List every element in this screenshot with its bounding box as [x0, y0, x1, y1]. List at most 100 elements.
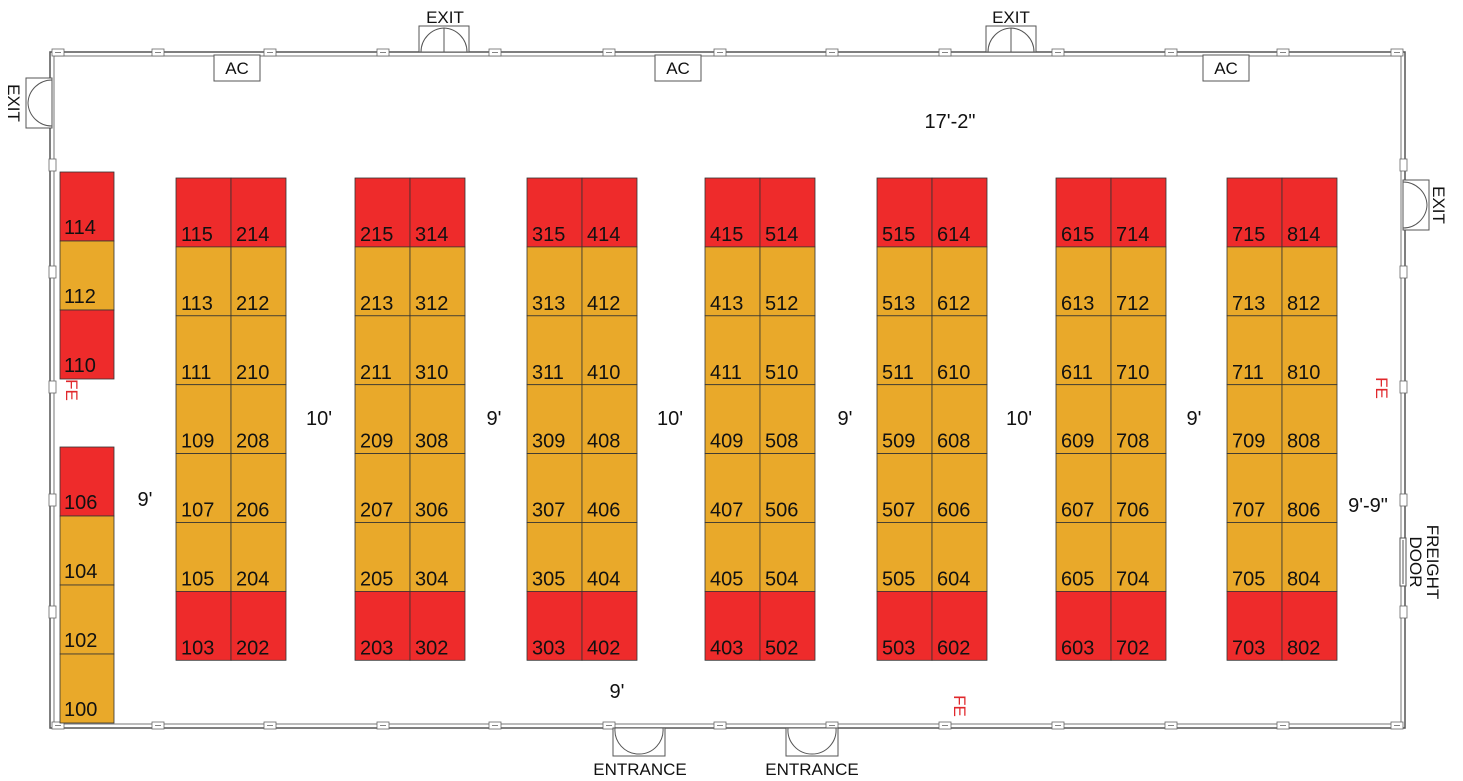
booth-tile[interactable] — [230, 246, 287, 317]
booth-tile[interactable] — [876, 246, 933, 317]
booth-tile[interactable] — [354, 246, 411, 317]
booth-tile[interactable] — [759, 453, 816, 523]
booth-409[interactable]: 409 — [704, 384, 761, 455]
booth-tile[interactable] — [1055, 384, 1112, 455]
booth-707[interactable]: 707 — [1226, 453, 1283, 523]
booth-415[interactable]: 415 — [704, 177, 761, 248]
booth-204[interactable]: 204 — [230, 522, 287, 592]
booth-210[interactable]: 210 — [230, 315, 287, 386]
booth-702[interactable]: 702 — [1110, 591, 1167, 661]
booth-tile[interactable] — [409, 522, 466, 592]
booth-104[interactable]: 104 — [59, 515, 115, 586]
booth-tile[interactable] — [581, 591, 638, 661]
booth-111[interactable]: 111 — [175, 315, 232, 386]
booth-115[interactable]: 115 — [175, 177, 232, 248]
booth-506[interactable]: 506 — [759, 453, 816, 523]
booth-tile[interactable] — [1055, 246, 1112, 317]
booth-405[interactable]: 405 — [704, 522, 761, 592]
booth-tile[interactable] — [1110, 315, 1167, 386]
booth-511[interactable]: 511 — [876, 315, 933, 386]
booth-tile[interactable] — [1226, 177, 1283, 248]
booth-tile[interactable] — [230, 384, 287, 455]
booth-711[interactable]: 711 — [1226, 315, 1283, 386]
booth-tile[interactable] — [1281, 384, 1338, 455]
booth-103[interactable]: 103 — [175, 591, 232, 661]
booth-606[interactable]: 606 — [931, 453, 988, 523]
booth-308[interactable]: 308 — [409, 384, 466, 455]
booth-tile[interactable] — [526, 384, 583, 455]
booth-tile[interactable] — [759, 177, 816, 248]
booth-102[interactable]: 102 — [59, 584, 115, 655]
booth-tile[interactable] — [1281, 177, 1338, 248]
booth-202[interactable]: 202 — [230, 591, 287, 661]
booth-508[interactable]: 508 — [759, 384, 816, 455]
booth-515[interactable]: 515 — [876, 177, 933, 248]
booth-814[interactable]: 814 — [1281, 177, 1338, 248]
booth-114[interactable]: 114 — [59, 171, 115, 242]
booth-tile[interactable] — [526, 453, 583, 523]
booth-207[interactable]: 207 — [354, 453, 411, 523]
freight-door[interactable] — [1399, 537, 1407, 587]
booth-tile[interactable] — [1281, 453, 1338, 523]
booth-410[interactable]: 410 — [581, 315, 638, 386]
left-exit-door[interactable] — [25, 77, 53, 129]
booth-tile[interactable] — [1055, 591, 1112, 661]
booth-213[interactable]: 213 — [354, 246, 411, 317]
booth-tile[interactable] — [1055, 453, 1112, 523]
booth-305[interactable]: 305 — [526, 522, 583, 592]
entrance-door-1[interactable] — [612, 727, 666, 757]
booth-tile[interactable] — [526, 522, 583, 592]
booth-312[interactable]: 312 — [409, 246, 466, 317]
booth-610[interactable]: 610 — [931, 315, 988, 386]
booth-tile[interactable] — [526, 177, 583, 248]
booth-206[interactable]: 206 — [230, 453, 287, 523]
booth-tile[interactable] — [175, 522, 232, 592]
booth-502[interactable]: 502 — [759, 591, 816, 661]
booth-314[interactable]: 314 — [409, 177, 466, 248]
booth-313[interactable]: 313 — [526, 246, 583, 317]
booth-705[interactable]: 705 — [1226, 522, 1283, 592]
booth-602[interactable]: 602 — [931, 591, 988, 661]
booth-107[interactable]: 107 — [175, 453, 232, 523]
booth-304[interactable]: 304 — [409, 522, 466, 592]
booth-706[interactable]: 706 — [1110, 453, 1167, 523]
booth-tile[interactable] — [931, 384, 988, 455]
booth-tile[interactable] — [59, 171, 115, 242]
booth-412[interactable]: 412 — [581, 246, 638, 317]
booth-tile[interactable] — [1110, 591, 1167, 661]
booth-tile[interactable] — [876, 177, 933, 248]
entrance-door-2[interactable] — [785, 727, 839, 757]
booth-tile[interactable] — [581, 522, 638, 592]
booth-403[interactable]: 403 — [704, 591, 761, 661]
booth-tile[interactable] — [759, 591, 816, 661]
booth-603[interactable]: 603 — [1055, 591, 1112, 661]
booth-507[interactable]: 507 — [876, 453, 933, 523]
booth-614[interactable]: 614 — [931, 177, 988, 248]
booth-503[interactable]: 503 — [876, 591, 933, 661]
booth-tile[interactable] — [526, 315, 583, 386]
booth-806[interactable]: 806 — [1281, 453, 1338, 523]
booth-tile[interactable] — [354, 177, 411, 248]
booth-tile[interactable] — [581, 384, 638, 455]
booth-tile[interactable] — [230, 522, 287, 592]
booth-106[interactable]: 106 — [59, 446, 115, 517]
booth-tile[interactable] — [1110, 453, 1167, 523]
booth-708[interactable]: 708 — [1110, 384, 1167, 455]
booth-608[interactable]: 608 — [931, 384, 988, 455]
booth-100[interactable]: 100 — [59, 653, 115, 724]
booth-214[interactable]: 214 — [230, 177, 287, 248]
booth-tile[interactable] — [876, 591, 933, 661]
booth-303[interactable]: 303 — [526, 591, 583, 661]
booth-tile[interactable] — [230, 591, 287, 661]
booth-307[interactable]: 307 — [526, 453, 583, 523]
booth-tile[interactable] — [354, 522, 411, 592]
booth-tile[interactable] — [704, 384, 761, 455]
booth-406[interactable]: 406 — [581, 453, 638, 523]
booth-tile[interactable] — [59, 515, 115, 586]
booth-605[interactable]: 605 — [1055, 522, 1112, 592]
booth-tile[interactable] — [59, 309, 115, 380]
booth-315[interactable]: 315 — [526, 177, 583, 248]
booth-209[interactable]: 209 — [354, 384, 411, 455]
booth-712[interactable]: 712 — [1110, 246, 1167, 317]
booth-404[interactable]: 404 — [581, 522, 638, 592]
